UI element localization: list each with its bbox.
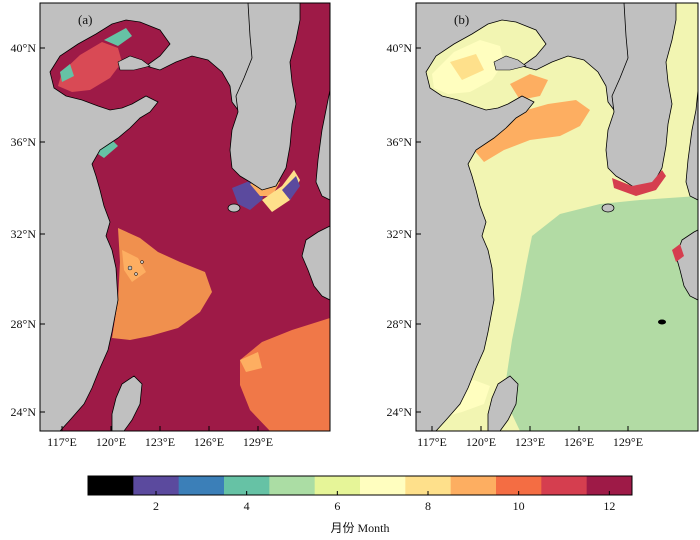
colorbar-tick-label: 12	[603, 499, 615, 513]
panel-b-ytick: 28°N	[387, 317, 413, 331]
colorbar: 2 4 6 8 10 12 月份 Month	[87, 475, 633, 535]
colorbar-swatch	[541, 476, 588, 495]
panel-b-xtick: 126°E	[564, 435, 594, 449]
panel-a-xtick: 126°E	[194, 435, 224, 449]
panel-b: (b) 40°N 36°N 32°N 28°N 24°N 117°E 120°E…	[387, 2, 699, 449]
colorbar-swatch	[314, 476, 361, 495]
colorbar-swatch	[224, 476, 270, 495]
colorbar-swatch	[88, 476, 134, 495]
colorbar-frame	[87, 475, 633, 496]
panel-a-y-axis: 40°N 36°N 32°N 28°N 24°N	[11, 41, 45, 419]
colorbar-ticks: 2 4 6 8 10 12	[153, 491, 615, 513]
colorbar-swatch	[450, 476, 497, 495]
panel-a-label: (a)	[78, 12, 92, 27]
panel-b-orange-region	[474, 100, 590, 162]
colorbar-swatch	[269, 476, 316, 495]
colorbar-swatch	[496, 476, 542, 495]
panel-b-china-land	[416, 3, 677, 431]
panel-a-ytick: 32°N	[11, 227, 37, 241]
colorbar-swatch	[178, 476, 225, 495]
panel-a-ytick: 24°N	[11, 405, 37, 419]
panel-b-ytick: 36°N	[387, 135, 413, 149]
colorbar-swatch	[360, 476, 406, 495]
panel-a-frame	[39, 2, 331, 432]
colorbar-swatch	[586, 476, 633, 495]
panel-a-xtick: 123°E	[145, 435, 175, 449]
panel-a-china-land	[40, 3, 301, 431]
colorbar-tick-label: 10	[513, 499, 525, 513]
colorbar-swatch	[405, 476, 452, 495]
colorbar-swatch	[133, 476, 180, 495]
panel-a-xtick: 120°E	[96, 435, 126, 449]
panel-b-xtick: 117°E	[417, 435, 447, 449]
panel-b-ytick: 24°N	[387, 405, 413, 419]
panel-a-taiwan-land	[111, 375, 143, 431]
panel-b-taiwan-land	[487, 375, 519, 431]
panel-b-y-axis: 40°N 36°N 32°N 28°N 24°N	[387, 41, 421, 419]
panel-b-x-axis: 117°E 120°E 123°E 126°E 129°E	[417, 426, 643, 449]
colorbar-tick-label: 2	[153, 499, 159, 513]
panel-b-jeju	[601, 203, 615, 213]
colorbar-tick-label: 4	[244, 499, 250, 513]
panel-a-xtick: 117°E	[47, 435, 77, 449]
panel-a-bohai	[58, 42, 122, 92]
colorbar-title: 月份 Month	[330, 521, 389, 535]
panel-a-ytick: 28°N	[11, 317, 37, 331]
panel-a-jeju	[227, 203, 241, 213]
colorbar-tick-label: 6	[334, 499, 340, 513]
panel-b-label: (b)	[454, 12, 469, 27]
panel-a-ytick: 36°N	[11, 135, 37, 149]
panel-b-xtick: 120°E	[466, 435, 496, 449]
panel-a-x-axis: 117°E 120°E 123°E 126°E 129°E	[47, 426, 273, 449]
panel-a-japan-land	[301, 225, 330, 301]
panel-a-xtick: 129°E	[243, 435, 273, 449]
panel-a-korea-land	[229, 3, 301, 191]
panel-a-ytick: 40°N	[11, 41, 37, 55]
panel-b-ytick: 40°N	[387, 41, 413, 55]
panel-b-xtick: 123°E	[515, 435, 545, 449]
colorbar-tick-label: 8	[425, 499, 431, 513]
panel-a: (a) 40°N 36°N 32°N 28°N 24°N 117°E 120°E…	[11, 2, 331, 449]
panel-a-se-orange	[240, 318, 330, 431]
panel-b-ytick: 32°N	[387, 227, 413, 241]
panel-b-map	[416, 3, 698, 431]
panel-b-green-region	[506, 196, 698, 431]
panel-a-map	[40, 3, 330, 431]
panel-b-xtick: 129°E	[613, 435, 643, 449]
colorbar-swatches	[88, 476, 633, 495]
panel-a-orange-region	[112, 228, 212, 340]
panel-b-frame	[415, 2, 699, 432]
